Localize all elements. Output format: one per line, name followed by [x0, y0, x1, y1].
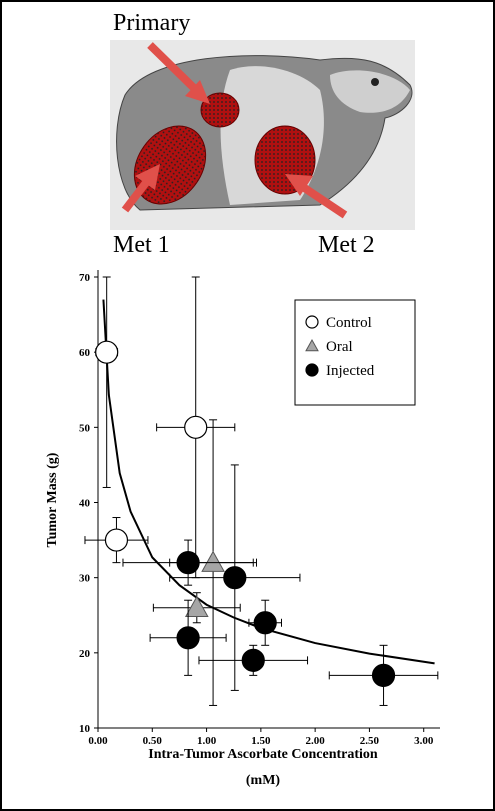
marker: [223, 566, 247, 590]
label-primary: Primary: [113, 10, 190, 36]
x-tick-label: 0.00: [88, 735, 108, 747]
marker: [184, 595, 209, 618]
legend-label: Control: [326, 315, 372, 331]
marker: [371, 663, 396, 687]
marker: [201, 550, 225, 572]
label-met1: Met 1: [113, 232, 170, 258]
legend-label: Oral: [326, 339, 353, 355]
y-axis-title: Tumor Mass (g): [45, 452, 60, 547]
y-tick-label: 60: [79, 347, 91, 359]
marker: [176, 626, 200, 650]
y-tick-label: 40: [79, 498, 91, 510]
y-tick-label: 70: [79, 272, 91, 284]
fit-curve: [102, 299, 435, 665]
marker: [95, 340, 119, 364]
legend-marker: [305, 338, 319, 352]
x-tick-label: 1.00: [197, 735, 217, 747]
y-tick-label: 50: [79, 422, 91, 434]
marker: [104, 528, 129, 552]
legend-label: Injected: [326, 363, 375, 379]
label-met2: Met 2: [318, 232, 375, 258]
marker: [253, 611, 277, 635]
marker: [241, 648, 265, 672]
x-axis-title: (mM): [246, 773, 281, 788]
legend-marker: [305, 363, 319, 377]
x-tick-label: 3.00: [414, 735, 434, 747]
marker: [176, 551, 200, 575]
y-tick-label: 30: [79, 573, 91, 585]
y-tick-label: 10: [79, 723, 91, 735]
x-tick-label: 0.50: [143, 735, 163, 747]
legend-marker: [305, 315, 319, 329]
guinea-pig-illustration: [110, 40, 415, 230]
x-tick-label: 1.50: [251, 735, 271, 747]
x-axis-title: Intra-Tumor Ascorbate Concentration: [148, 747, 378, 762]
marker: [184, 415, 208, 439]
x-tick-label: 2.50: [360, 735, 380, 747]
x-tick-label: 2.00: [306, 735, 326, 747]
y-tick-label: 20: [79, 648, 91, 660]
